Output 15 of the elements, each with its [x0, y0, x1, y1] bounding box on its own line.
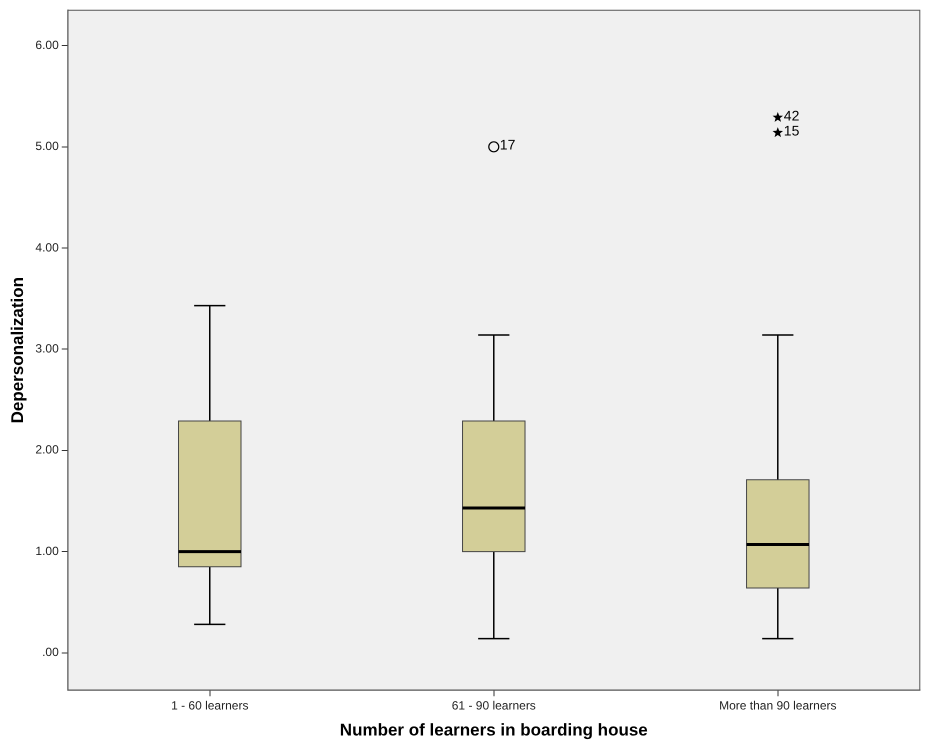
y-tick-label: 5.00	[35, 139, 60, 154]
annotation: 17	[500, 136, 516, 153]
annotation: 42	[784, 107, 800, 124]
x-axis-title: Number of learners in boarding house	[340, 720, 648, 740]
y-tick-label: .00	[42, 645, 60, 660]
y-tick-label: 6.00	[35, 38, 60, 52]
y-tick-label: 4.00	[35, 240, 60, 254]
x-tick-label: 1 - 60 learners	[171, 698, 248, 713]
y-tick-label: 3.00	[35, 342, 60, 356]
x-tick-label: 61 - 90 learners	[452, 698, 536, 713]
x-tick-label: More than 90 learners	[719, 698, 836, 713]
y-tick-label: 1.00	[35, 544, 60, 558]
y-tick-label: 2.00	[35, 442, 60, 457]
annotation: 15	[784, 122, 800, 138]
y-axis-title: Depersonalization	[8, 276, 27, 424]
